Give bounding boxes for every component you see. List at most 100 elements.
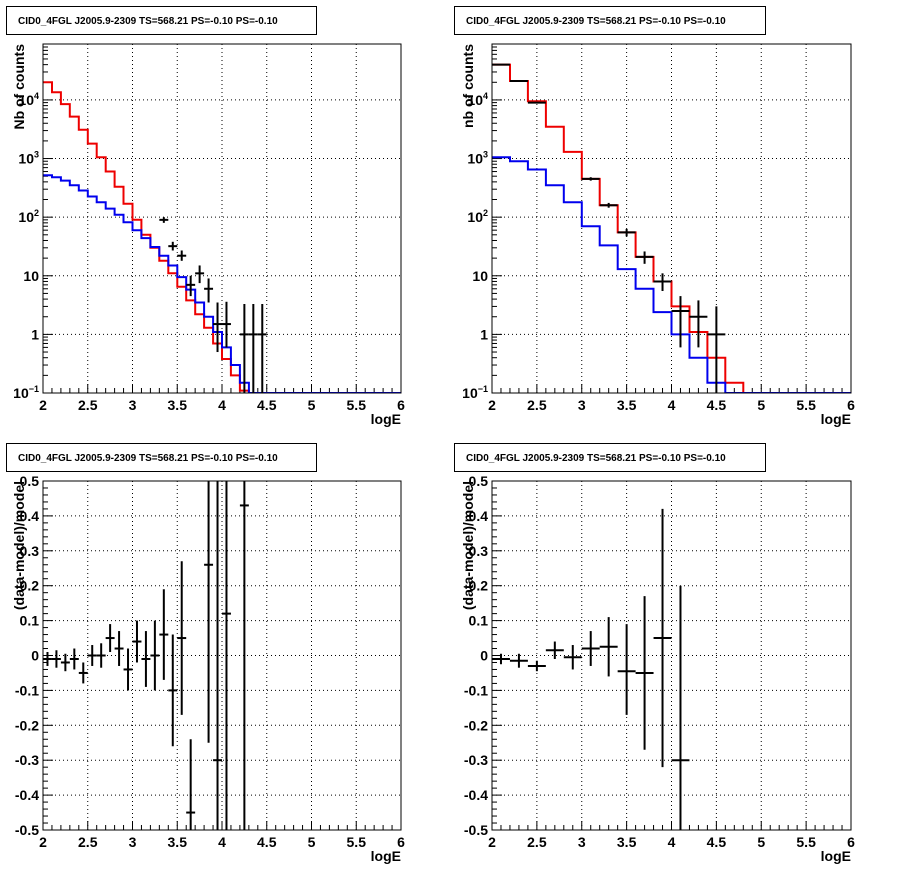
y-tick-label: 103 (467, 150, 488, 167)
residual-point (43, 652, 52, 666)
data-point (509, 80, 528, 83)
axes-frame (491, 43, 852, 394)
residual-point (105, 624, 115, 653)
residual-point (69, 648, 79, 670)
y-tick-label: -0.2 (15, 717, 39, 733)
y-tick-label: -0.4 (464, 787, 488, 803)
x-tick-label: 6 (397, 397, 405, 413)
y-tick-label: 0.3 (20, 543, 40, 559)
y-tick-label: -0.2 (464, 717, 488, 733)
y-tick-label: -0.4 (15, 787, 39, 803)
model-total-histogram (43, 81, 401, 393)
data-point (186, 275, 196, 297)
x-tick-label: 6 (847, 397, 855, 413)
y-tick-label: -0.1 (15, 682, 39, 698)
residual-point (51, 650, 61, 668)
x-tick-label: 4 (218, 397, 226, 413)
x-tick-label: 4.5 (707, 834, 727, 850)
residual-point (563, 645, 582, 670)
data-point (257, 303, 267, 393)
data-point (168, 241, 178, 251)
residual-point (653, 508, 672, 768)
plot-area (43, 81, 401, 393)
x-tick-label: 3 (129, 834, 137, 850)
y-tick-label: 10 (472, 268, 488, 284)
residual-point (213, 481, 222, 830)
residual-point (96, 643, 106, 668)
residual-point (545, 641, 564, 659)
data-point (707, 306, 726, 393)
chart-title: CID0_4FGL J2005.9-2309 TS=568.21 PS=-0.1… (466, 453, 726, 464)
x-axis-label: logE (821, 848, 851, 864)
y-tick-label: 10−1 (13, 384, 39, 401)
title-box (6, 6, 317, 35)
x-tick-label: 5 (757, 397, 765, 413)
grid (492, 44, 851, 393)
y-tick-label: 1 (480, 326, 488, 342)
x-tick-label: 3 (129, 397, 137, 413)
y-tick-label: 0.5 (20, 473, 40, 489)
x-tick-label: 6 (847, 834, 855, 850)
axes-frame (42, 43, 402, 394)
y-tick-label: 102 (467, 208, 488, 225)
data-point (239, 303, 249, 393)
x-tick-label: 2.5 (527, 397, 547, 413)
x-tick-label: 2 (39, 834, 47, 850)
data-point (159, 217, 169, 223)
x-tick-label: 2 (488, 834, 496, 850)
y-axis-label: nb of counts (460, 44, 476, 128)
y-tick-label: 0.1 (469, 613, 489, 629)
x-tick-label: 5.5 (796, 397, 816, 413)
x-axis-label: logE (371, 848, 401, 864)
data-point (195, 265, 205, 284)
residual-point (581, 631, 600, 666)
x-tick-label: 2 (39, 397, 47, 413)
data-point (581, 177, 600, 181)
y-tick-label: 0.4 (20, 508, 40, 524)
chart-panel-3: CID0_4FGL J2005.9-2309 TS=568.21 PS=-0.1… (6, 443, 405, 864)
x-tick-label: 3.5 (168, 834, 188, 850)
residual-point (123, 648, 133, 691)
axes-frame (491, 480, 852, 831)
chart-title: CID0_4FGL J2005.9-2309 TS=568.21 PS=-0.1… (466, 16, 726, 27)
y-tick-label: 1 (31, 326, 39, 342)
x-tick-label: 4.5 (707, 397, 727, 413)
y-tick-label: 10 (23, 268, 39, 284)
residual-point (114, 631, 124, 666)
x-tick-label: 5 (757, 834, 765, 850)
y-tick-label: 104 (467, 91, 488, 108)
data-point (492, 63, 510, 66)
x-tick-label: 4 (218, 834, 226, 850)
data-point (527, 101, 546, 104)
data-point (689, 300, 708, 348)
x-tick-label: 2.5 (527, 834, 547, 850)
y-tick-label: 0.3 (469, 543, 489, 559)
y-tick-label: 0.2 (20, 578, 40, 594)
plot-area (492, 508, 690, 830)
residual-point (222, 481, 231, 830)
x-tick-label: 2 (488, 397, 496, 413)
model-component-histogram (43, 174, 401, 393)
axes-frame (42, 480, 402, 831)
residual-point (492, 653, 510, 665)
x-tick-label: 5 (308, 834, 316, 850)
residual-point (617, 624, 636, 715)
data-point (599, 202, 618, 208)
x-tick-label: 5.5 (796, 834, 816, 850)
residual-point (168, 634, 178, 747)
residual-point (159, 589, 169, 680)
model-component-histogram (492, 156, 851, 393)
y-axis-label: Nb of counts (11, 44, 27, 130)
y-tick-label: 0.2 (469, 578, 489, 594)
residual-point (239, 481, 249, 830)
y-tick-label: 10−1 (462, 384, 488, 401)
grid (492, 481, 851, 830)
chart-panel-4: CID0_4FGL J2005.9-2309 TS=568.21 PS=-0.1… (454, 443, 855, 864)
y-tick-label: 102 (18, 208, 39, 225)
x-tick-label: 2.5 (78, 834, 98, 850)
residual-point (186, 739, 196, 830)
x-tick-label: 4 (668, 397, 676, 413)
residual-point (527, 660, 546, 672)
x-tick-label: 4 (668, 834, 676, 850)
